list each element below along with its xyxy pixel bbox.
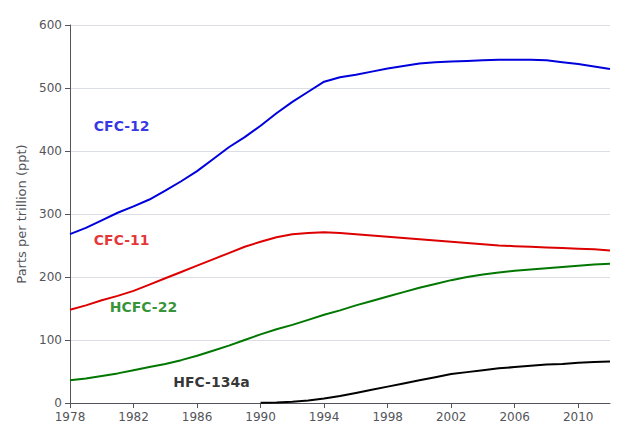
svg-text:0: 0 xyxy=(54,396,62,410)
svg-text:1990: 1990 xyxy=(245,410,276,424)
svg-text:500: 500 xyxy=(39,81,62,95)
svg-text:200: 200 xyxy=(39,270,62,284)
svg-text:HCFC-22: HCFC-22 xyxy=(110,299,177,315)
svg-text:1982: 1982 xyxy=(118,410,149,424)
svg-text:2006: 2006 xyxy=(499,410,530,424)
svg-text:1994: 1994 xyxy=(309,410,340,424)
svg-text:2010: 2010 xyxy=(563,410,594,424)
svg-text:CFC-11: CFC-11 xyxy=(94,232,150,248)
svg-text:2002: 2002 xyxy=(436,410,467,424)
svg-text:1986: 1986 xyxy=(182,410,213,424)
svg-text:100: 100 xyxy=(39,333,62,347)
svg-text:1998: 1998 xyxy=(372,410,403,424)
svg-text:600: 600 xyxy=(39,18,62,32)
svg-text:CFC-12: CFC-12 xyxy=(94,118,150,134)
svg-text:Parts per trillion (ppt): Parts per trillion (ppt) xyxy=(14,144,29,283)
svg-text:HFC-134a: HFC-134a xyxy=(173,374,249,390)
svg-text:300: 300 xyxy=(39,207,62,221)
svg-text:400: 400 xyxy=(39,144,62,158)
svg-text:1978: 1978 xyxy=(55,410,86,424)
